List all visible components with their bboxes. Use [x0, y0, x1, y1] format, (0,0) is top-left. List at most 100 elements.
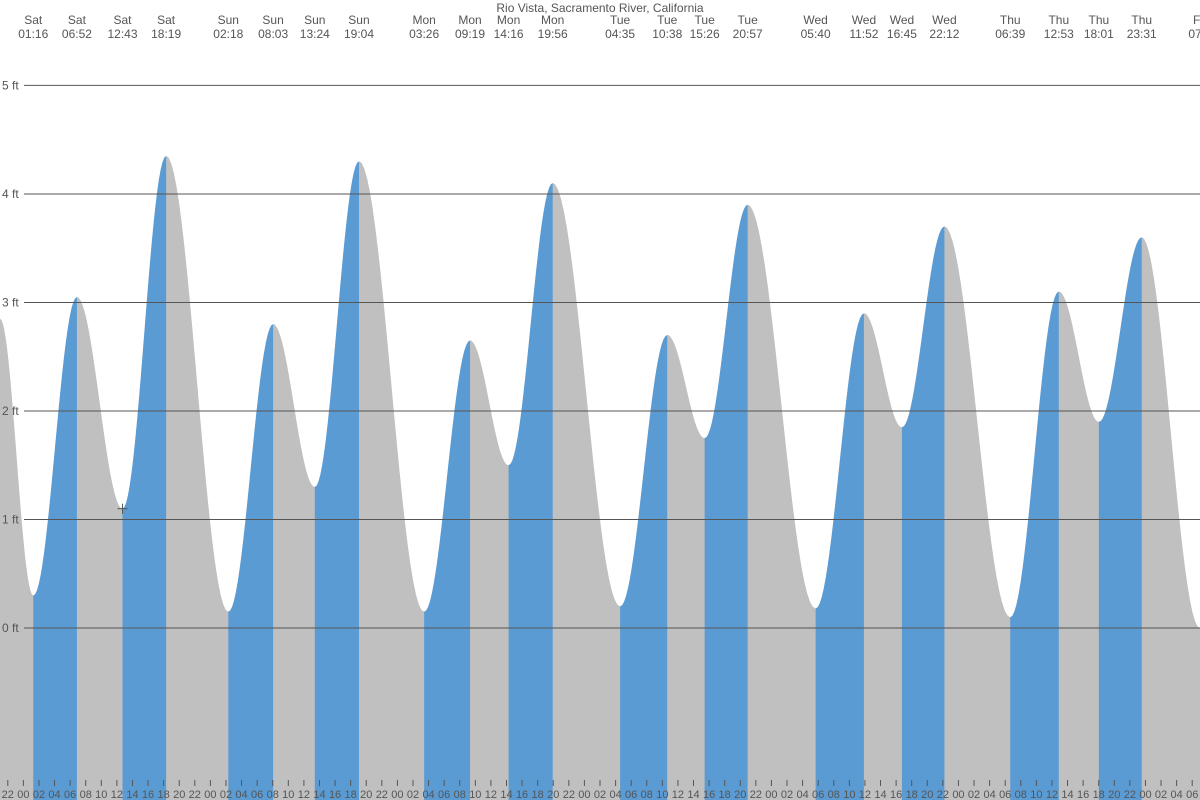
x-tick-label: 06 [64, 789, 76, 800]
x-tick-label: 20 [547, 789, 559, 800]
header-labels: Sat01:16Sat06:52Sat12:43Sat18:19Sun02:18… [18, 13, 1200, 41]
header-time-label: 20:57 [733, 27, 763, 41]
x-tick-label: 14 [687, 789, 699, 800]
x-tick-label: 06 [812, 789, 824, 800]
header-time-label: 07:3 [1188, 27, 1200, 41]
tide-segment-falling [944, 227, 1012, 800]
header-time-label: 05:40 [801, 27, 831, 41]
tide-segment-falling [553, 183, 622, 800]
tide-segment-rising [424, 340, 472, 800]
tide-segment-falling [77, 297, 124, 800]
tide-segment-falling [667, 335, 706, 800]
tide-segment-falling [166, 156, 230, 800]
x-tick-label: 18 [158, 789, 170, 800]
header-time-label: 09:19 [455, 27, 485, 41]
header-day-label: Sun [218, 13, 239, 27]
header-time-label: 04:35 [605, 27, 635, 41]
x-tick-label: 16 [890, 789, 902, 800]
x-tick-label: 10 [282, 789, 294, 800]
x-tick-label: 08 [828, 789, 840, 800]
x-tick-label: 00 [578, 789, 590, 800]
header-time-label: 10:38 [652, 27, 682, 41]
tide-segment-rising [228, 324, 275, 800]
x-tick-label: 00 [204, 789, 216, 800]
x-tick-label: 16 [516, 789, 528, 800]
x-tick-label: 22 [376, 789, 388, 800]
x-tick-label: 22 [2, 789, 14, 800]
x-tick-label: 02 [1155, 789, 1167, 800]
header-day-label: Mon [458, 13, 481, 27]
x-tick-label: 08 [267, 789, 279, 800]
header-time-label: 03:26 [409, 27, 439, 41]
x-tick-label: 12 [298, 789, 310, 800]
header-day-label: Thu [1131, 13, 1152, 27]
x-tick-label: 02 [781, 789, 793, 800]
tide-segment-falling [359, 161, 426, 800]
x-tick-label: 04 [1170, 789, 1182, 800]
header-time-label: 23:31 [1127, 27, 1157, 41]
header-time-label: 11:52 [849, 27, 878, 41]
x-tick-label: 04 [235, 789, 247, 800]
header-day-label: Sat [113, 13, 132, 27]
x-tick-label: 16 [1077, 789, 1089, 800]
tide-segment-falling [470, 340, 510, 800]
x-tick-label: 16 [703, 789, 715, 800]
header-time-label: 15:26 [690, 27, 720, 41]
x-tick-label: 14 [874, 789, 886, 800]
header-time-label: 16:45 [887, 27, 917, 41]
header-day-label: Wed [890, 13, 914, 27]
y-axis-label: 2 ft [2, 404, 19, 418]
x-tick-label: 22 [937, 789, 949, 800]
x-tick-label: 18 [532, 789, 544, 800]
x-tick-label: 00 [1139, 789, 1151, 800]
tide-segment-rising [33, 297, 79, 800]
x-tick-label: 06 [999, 789, 1011, 800]
x-tick-label: 18 [345, 789, 357, 800]
tide-segment-rising [620, 335, 669, 800]
y-axis-label: 4 ft [2, 187, 19, 201]
tide-segment-rising [816, 313, 866, 800]
x-tick-label: 22 [189, 789, 201, 800]
x-tick-label: 20 [360, 789, 372, 800]
x-tick-label: 12 [111, 789, 123, 800]
tide-segment-rising [122, 156, 168, 800]
x-tick-label: 04 [983, 789, 995, 800]
tide-segment-rising [1099, 237, 1144, 800]
x-tick-label: 06 [251, 789, 263, 800]
header-day-label: Wed [803, 13, 827, 27]
header-day-label: Thu [1000, 13, 1021, 27]
tide-segment-rising [315, 161, 362, 800]
x-tick-label: 16 [142, 789, 154, 800]
x-tick-label: 10 [1030, 789, 1042, 800]
header-time-label: 22:12 [929, 27, 959, 41]
header-time-label: 06:39 [995, 27, 1025, 41]
x-tick-label: 14 [1061, 789, 1073, 800]
x-tick-label: 12 [859, 789, 871, 800]
header-day-label: Mon [541, 13, 564, 27]
x-tick-label: 22 [563, 789, 575, 800]
header-time-label: 12:43 [107, 27, 137, 41]
x-tick-label: 22 [1124, 789, 1136, 800]
header-time-label: 06:52 [62, 27, 92, 41]
header-day-label: Tue [610, 13, 631, 27]
header-day-label: Sat [68, 13, 87, 27]
x-tick-label: 18 [719, 789, 731, 800]
x-tick-label: 12 [1046, 789, 1058, 800]
x-tick-label: 08 [641, 789, 653, 800]
y-axis-label: 0 ft [2, 621, 19, 635]
tide-segment-falling [0, 319, 35, 800]
x-tick-label: 10 [95, 789, 107, 800]
x-tick-label: 06 [438, 789, 450, 800]
x-tick-label: 02 [407, 789, 419, 800]
x-tick-label: 18 [906, 789, 918, 800]
header-day-label: Tue [695, 13, 716, 27]
y-axis-label: 3 ft [2, 295, 19, 309]
x-tick-label: 16 [329, 789, 341, 800]
x-tick-label: 20 [734, 789, 746, 800]
x-tick-label: 00 [17, 789, 29, 800]
x-tick-label: 20 [1108, 789, 1120, 800]
x-tick-label: 10 [469, 789, 481, 800]
x-tick-label: 14 [126, 789, 138, 800]
chart-svg: 0 ft1 ft2 ft3 ft4 ft5 ftRio Vista, Sacra… [0, 0, 1200, 800]
header-time-label: 19:04 [344, 27, 374, 41]
